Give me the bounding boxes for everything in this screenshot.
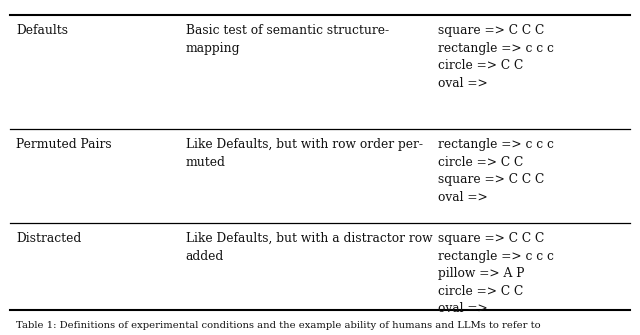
Text: rectangle => c c c
circle => C C
square => C C C
oval =>: rectangle => c c c circle => C C square … — [438, 138, 554, 204]
Text: Table 1: Definitions of experimental conditions and the example ability of human: Table 1: Definitions of experimental con… — [16, 321, 541, 330]
Text: Basic test of semantic structure-
mapping: Basic test of semantic structure- mappin… — [186, 24, 388, 55]
Text: Defaults: Defaults — [16, 24, 68, 38]
Text: Like Defaults, but with row order per-
muted: Like Defaults, but with row order per- m… — [186, 138, 422, 169]
Text: Permuted Pairs: Permuted Pairs — [16, 138, 111, 151]
Text: Like Defaults, but with a distractor row
added: Like Defaults, but with a distractor row… — [186, 232, 432, 263]
Text: square => C C C
rectangle => c c c
circle => C C
oval =>: square => C C C rectangle => c c c circl… — [438, 24, 554, 90]
Text: square => C C C
rectangle => c c c
pillow => A P
circle => C C
oval =>: square => C C C rectangle => c c c pillo… — [438, 232, 554, 315]
Text: Distracted: Distracted — [16, 232, 81, 245]
